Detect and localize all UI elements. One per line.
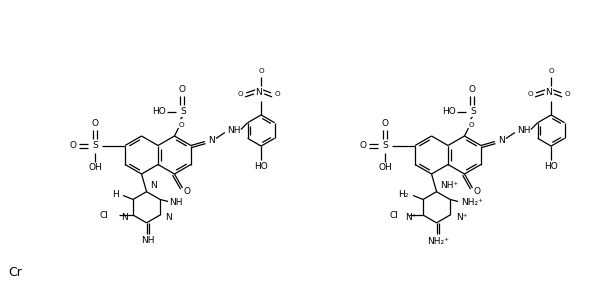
Text: HO: HO <box>544 162 558 171</box>
Text: S: S <box>181 107 186 117</box>
Text: O: O <box>179 86 186 95</box>
Text: Cl: Cl <box>389 211 398 219</box>
Text: O: O <box>258 68 264 74</box>
Text: O: O <box>469 122 474 128</box>
Text: O: O <box>237 91 243 97</box>
Text: O: O <box>474 186 481 196</box>
Text: H: H <box>112 190 119 199</box>
Text: H₂: H₂ <box>398 190 408 199</box>
Text: S: S <box>470 107 477 117</box>
Text: NH: NH <box>169 198 183 207</box>
Text: S: S <box>92 141 98 150</box>
Text: O: O <box>565 91 570 97</box>
Text: O: O <box>527 91 533 97</box>
Text: O: O <box>178 122 185 128</box>
Text: N⁺: N⁺ <box>456 213 467 221</box>
Text: N: N <box>165 213 172 221</box>
Text: OH: OH <box>378 163 392 172</box>
Text: O: O <box>548 68 554 74</box>
Text: O: O <box>274 91 280 97</box>
Text: NH: NH <box>227 126 241 135</box>
Text: OH: OH <box>88 163 102 172</box>
Text: O: O <box>184 186 191 196</box>
Text: O: O <box>360 141 367 150</box>
Text: NH⁺: NH⁺ <box>441 181 459 190</box>
Text: N: N <box>208 136 215 145</box>
Text: S: S <box>382 141 388 150</box>
Text: N⁺: N⁺ <box>406 213 417 221</box>
Text: HO: HO <box>254 162 268 171</box>
Text: N: N <box>499 136 505 145</box>
Text: NH: NH <box>141 236 155 245</box>
Text: NH₂⁺: NH₂⁺ <box>461 198 483 207</box>
Text: N: N <box>255 88 262 97</box>
Text: Cl: Cl <box>99 211 108 219</box>
Text: NH: NH <box>517 126 531 135</box>
Text: HO: HO <box>442 107 456 117</box>
Text: O: O <box>469 86 476 95</box>
Text: HO: HO <box>153 107 166 117</box>
Text: O: O <box>70 141 76 150</box>
Text: N: N <box>122 213 128 221</box>
Text: N: N <box>150 181 157 190</box>
Text: N: N <box>545 88 552 97</box>
Text: O: O <box>382 119 389 128</box>
Text: Cr: Cr <box>8 266 22 278</box>
Text: NH₂⁺: NH₂⁺ <box>428 237 450 246</box>
Text: O: O <box>92 119 98 128</box>
